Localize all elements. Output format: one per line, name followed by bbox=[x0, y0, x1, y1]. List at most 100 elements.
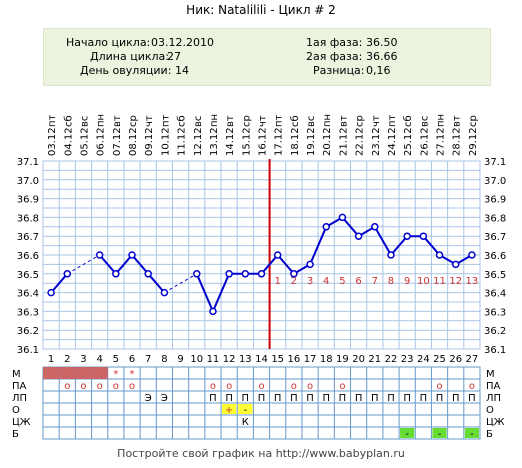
pa-mark: o bbox=[307, 381, 313, 392]
luteal-day-label: 4 bbox=[323, 276, 329, 287]
lp-p-mark: П bbox=[225, 393, 233, 404]
temperature-point bbox=[241, 270, 250, 278]
temperature-point bbox=[95, 251, 104, 259]
y-tick-label-right: 36.6 bbox=[484, 251, 506, 262]
luteal-day-label: 2 bbox=[291, 276, 297, 287]
day-number-label: 11 bbox=[207, 354, 220, 365]
weekday-labels: пт сб вс пн вт ср чт пт сб вс пн вт ср чт пт сб вс пн вт ср… bbox=[47, 114, 479, 127]
y-tick-label-right: 36.4 bbox=[484, 289, 506, 300]
cycle-start-value: 03.12.2010 bbox=[151, 36, 214, 49]
date-label: 05.12 bbox=[79, 127, 90, 156]
temperature-segment bbox=[341, 216, 360, 237]
cycle-length-value: 27 bbox=[167, 50, 181, 63]
y-tick-label-left: 36.3 bbox=[17, 307, 39, 318]
table-row-label-right: ЦЖ bbox=[486, 417, 505, 428]
ovulation-test-cell bbox=[222, 404, 237, 414]
y-tick-label-left: 36.9 bbox=[17, 195, 39, 206]
weekday-label: пт bbox=[160, 114, 171, 127]
lp-p-mark: П bbox=[436, 393, 444, 404]
table-row-label-right: ЛП bbox=[486, 393, 501, 404]
pa-mark: o bbox=[113, 381, 119, 392]
temperature-point bbox=[451, 260, 460, 269]
pa-mark: o bbox=[258, 381, 264, 392]
phase2-value: 36.66 bbox=[366, 50, 398, 63]
y-tick-label-right: 36.7 bbox=[484, 232, 506, 243]
pregnancy-test-minus: - bbox=[438, 429, 442, 440]
y-tick-label-left: 36.1 bbox=[17, 345, 39, 356]
lp-p-mark: П bbox=[306, 393, 314, 404]
day-number-label: 20 bbox=[352, 354, 365, 365]
date-labels: 03.12 04.12 05.12 06.12 07.12 08.12 09.12 10.12… bbox=[47, 127, 479, 156]
y-tick-label-right: 36.8 bbox=[484, 213, 506, 224]
pregnancy-test-cell bbox=[400, 428, 415, 438]
temperature-point bbox=[468, 251, 476, 259]
table-row-label-left: ЦЖ bbox=[12, 417, 31, 428]
temperature-point bbox=[128, 251, 136, 259]
weekday-label: пн bbox=[209, 114, 220, 127]
day-number-label: 2 bbox=[64, 354, 70, 365]
ovulation-test-minus: - bbox=[244, 405, 248, 416]
lp-e-mark: Э bbox=[161, 393, 168, 404]
lp-p-mark: П bbox=[274, 393, 282, 404]
y-tick-label-left: 36.8 bbox=[17, 213, 39, 224]
weekday-label: вт bbox=[112, 115, 123, 127]
day-number-label: 21 bbox=[368, 354, 381, 365]
date-label: 24.12 bbox=[387, 127, 398, 156]
date-label: 08.12 bbox=[128, 127, 139, 156]
temperature-point bbox=[273, 251, 282, 259]
pa-mark: o bbox=[64, 381, 70, 392]
temperature-segment bbox=[195, 273, 214, 312]
lp-p-mark: П bbox=[452, 393, 460, 404]
lp-p-mark: П bbox=[242, 393, 250, 404]
lp-p-mark: П bbox=[468, 393, 476, 404]
luteal-day-label: 5 bbox=[339, 276, 345, 287]
weekday-label: вс bbox=[79, 116, 90, 127]
cycle-start-label: Начало цикла: bbox=[66, 36, 151, 49]
luteal-day-label: 10 bbox=[417, 276, 430, 287]
weekday-label: пт bbox=[274, 114, 285, 127]
page-title: Ник: Natalilili - Цикл # 2 bbox=[186, 3, 336, 17]
temperature-segment bbox=[276, 254, 295, 275]
temperature-point bbox=[371, 223, 379, 231]
weekday-label: вт bbox=[338, 115, 349, 127]
luteal-day-label: 1 bbox=[274, 276, 280, 287]
date-label: 14.12 bbox=[225, 127, 236, 156]
menstruation-star-mark: * bbox=[113, 369, 118, 380]
date-label: 07.12 bbox=[112, 127, 123, 156]
temperature-point bbox=[435, 251, 444, 259]
date-label: 03.12 bbox=[47, 127, 58, 156]
luteal-day-label: 6 bbox=[355, 276, 361, 287]
lp-p-mark: П bbox=[355, 393, 363, 404]
weekday-label: вт bbox=[225, 115, 236, 127]
lp-p-mark: П bbox=[290, 393, 298, 404]
day-number-label: 9 bbox=[177, 354, 183, 365]
difference-value: 0,16 bbox=[366, 64, 391, 77]
temperature-point bbox=[419, 232, 428, 240]
luteal-day-label: 13 bbox=[466, 276, 479, 287]
temperature-point bbox=[387, 251, 395, 259]
pa-mark: o bbox=[80, 381, 86, 392]
table-row-label-right: М bbox=[486, 369, 495, 380]
pa-mark: o bbox=[226, 381, 232, 392]
lp-e-mark: Э bbox=[145, 393, 152, 404]
temperature-point bbox=[160, 288, 169, 297]
day-number-label: 17 bbox=[304, 354, 317, 365]
pa-mark: o bbox=[97, 381, 103, 392]
weekday-label: чт bbox=[258, 115, 269, 127]
pregnancy-test-minus: - bbox=[470, 429, 474, 440]
y-tick-label-right: 36.5 bbox=[484, 270, 506, 281]
y-tick-label-right: 36.9 bbox=[484, 195, 506, 206]
luteal-day-label: 12 bbox=[449, 276, 462, 287]
ovulation-day-label: День овуляции: bbox=[80, 64, 172, 77]
temperature-gap-dashed bbox=[164, 273, 198, 294]
temperature-segment bbox=[309, 226, 328, 265]
weekday-label: ср bbox=[468, 115, 479, 127]
pa-mark: o bbox=[339, 381, 345, 392]
date-label: 11.12 bbox=[177, 127, 188, 156]
day-number-label: 22 bbox=[385, 354, 398, 365]
date-label: 27.12 bbox=[436, 127, 447, 156]
table-row-label-left: М bbox=[12, 369, 21, 380]
